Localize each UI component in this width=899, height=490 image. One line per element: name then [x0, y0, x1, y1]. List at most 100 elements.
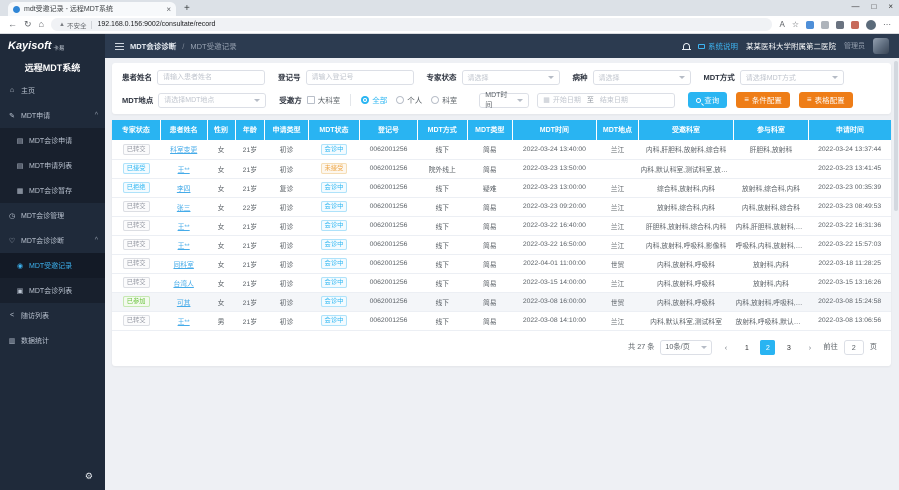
new-tab-button[interactable]: + [184, 3, 190, 14]
gear-icon[interactable]: ⚙ [84, 471, 93, 481]
column-header-reg_no: 登记号 [359, 120, 418, 140]
reg-no-input[interactable] [305, 70, 414, 85]
table-row: 已转交 台湾人女 21岁 初诊 会诊中 0062001256 线下 简易 2022-03-15 … [112, 273, 891, 293]
column-header-expert_status: 专家状态 [112, 120, 161, 140]
total-count: 共 27 条 [628, 342, 655, 351]
status-tag: 未接受 [320, 163, 348, 174]
browser-menu-icon[interactable]: ⋯ [883, 20, 891, 29]
extension-icon[interactable] [806, 20, 814, 29]
extension-icon[interactable] [821, 20, 829, 29]
page-size-select[interactable]: 10条/页 [660, 339, 713, 355]
table-row: 已参加 可其女 21岁 初诊 会诊中 0062001256 线下 简易 2022-03-08 1… [112, 292, 891, 312]
favorite-star-icon[interactable]: ☆ [791, 20, 799, 29]
bar-chart-icon: ▥ [8, 337, 16, 345]
disease-select[interactable]: 请选择 [592, 70, 691, 85]
patient-name-link[interactable]: 可其 [176, 299, 191, 307]
page-button-1[interactable]: 1 [744, 342, 749, 352]
next-page-button[interactable]: › [808, 342, 812, 352]
date-range-input[interactable]: ▦ 开始日期 至 结束日期 [537, 92, 676, 108]
security-warning[interactable]: ▲ 不安全 [58, 21, 87, 30]
sidebar-item-statistics[interactable]: ▥ 数据统计 [8, 337, 49, 345]
patient-name-link[interactable]: 王** [177, 166, 190, 174]
sidebar-item-mdt-apply-list[interactable]: ▤ MDT申请列表 [0, 153, 105, 178]
chevron-down-icon [254, 98, 261, 102]
help-icon [698, 43, 705, 49]
radio-personal[interactable]: 个人 [396, 95, 422, 106]
url-input[interactable]: ▲ 不安全 192.168.0.156:9002/consultate/reco… [50, 18, 773, 31]
status-tag: 会诊中 [320, 220, 348, 231]
status-tag: 已转交 [122, 239, 150, 250]
url-text: 192.168.0.156:9002/consultate/record [97, 21, 216, 28]
menu-fold-icon[interactable] [115, 42, 124, 50]
condition-config-button[interactable]: ≡ 条件配置 [736, 92, 790, 108]
window-minimize-button[interactable]: — [851, 2, 860, 11]
read-aloud-icon[interactable]: A [779, 20, 785, 29]
time-field-select[interactable]: MDT时间 [479, 92, 530, 109]
scrollbar-thumb[interactable] [894, 61, 898, 211]
patient-name-link[interactable]: 王** [177, 223, 190, 231]
filter-panel: 患者姓名 登记号 专家状态 请选择 [112, 63, 891, 114]
status-tag: 会诊中 [320, 239, 348, 250]
patient-name-input[interactable] [157, 70, 265, 85]
patient-name-link[interactable]: 王** [177, 318, 190, 326]
home-icon[interactable]: ⌂ [38, 19, 44, 29]
patient-name-link[interactable]: 王** [177, 242, 190, 250]
patient-name-link[interactable]: 科室变更 [170, 147, 198, 155]
reload-icon[interactable]: ↻ [24, 19, 32, 29]
chevron-down-icon [547, 76, 554, 79]
table-config-button[interactable]: ≡ 表格配置 [798, 92, 853, 108]
query-button[interactable]: 查询 [688, 92, 728, 108]
bell-icon[interactable] [682, 43, 691, 50]
sidebar-item-home[interactable]: ⌂ 主页 [9, 87, 35, 95]
chevron-down-icon [831, 76, 838, 79]
record-icon: ◉ [16, 262, 24, 270]
back-icon[interactable]: ← [8, 19, 17, 29]
page-button-3[interactable]: 3 [786, 342, 791, 352]
filter-lines-icon: ≡ [806, 95, 812, 104]
status-tag: 会诊中 [320, 182, 348, 193]
window-maximize-button[interactable]: □ [871, 2, 877, 11]
sidebar-item-followup-list[interactable]: < 随访列表 [9, 312, 49, 320]
expert-status-select[interactable]: 请选择 [461, 70, 560, 85]
system-help-link[interactable]: 系统说明 [698, 41, 738, 52]
big-dept-checkbox[interactable] [306, 96, 315, 104]
patient-name-link[interactable]: 张三 [176, 204, 191, 212]
browser-tab-bar: mdt受邀记录 - 远程MDT系统 × + — □ × [0, 0, 899, 16]
browser-tab[interactable]: mdt受邀记录 - 远程MDT系统 × [8, 2, 176, 16]
extension-icon[interactable] [836, 20, 844, 29]
prev-page-button[interactable]: ‹ [724, 342, 728, 352]
table-row: 已转交 王** 男 21岁 初诊 会诊中 0062001256 线下 简易 2022-03-08 … [112, 311, 891, 331]
goto-page-input[interactable] [843, 339, 864, 355]
heart-icon: ♡ [8, 237, 16, 245]
mdt-mode-select[interactable]: 请选择MDT方式 [739, 70, 844, 85]
clock-icon: ◷ [8, 212, 16, 220]
radio-dept[interactable]: 科室 [431, 95, 457, 106]
status-tag: 会诊中 [320, 258, 348, 269]
mdt-place-select[interactable]: 请选择MDT地点 [158, 92, 267, 108]
sidebar-item-mdt-apply-form[interactable]: ▤ MDT会诊申请 [0, 128, 105, 153]
sidebar-item-mdt-manage[interactable]: ◷ MDT会诊管理 [8, 212, 65, 220]
sidebar-item-mdt-draft[interactable]: ▦ MDT会诊暂存 [0, 178, 105, 203]
sidebar-item-mdt-diagnose[interactable]: ♡ MDT会诊诊断 ^ [8, 237, 98, 245]
page-button-2[interactable]: 2 [760, 339, 776, 355]
patient-name-link[interactable]: 李四 [176, 185, 191, 193]
hospital-name: 某某医科大学附属第二医院 [746, 41, 836, 51]
favicon-icon [13, 5, 20, 13]
window-close-button[interactable]: × [888, 2, 893, 11]
status-tag: 会诊中 [320, 277, 348, 288]
sidebar-item-mdt-apply[interactable]: ✎ MDT申请 ^ [9, 112, 98, 120]
status-tag: 会诊中 [320, 315, 348, 326]
extension-icon[interactable] [851, 20, 859, 29]
sidebar-item-mdt-list[interactable]: ▣ MDT会诊列表 [0, 278, 105, 303]
patient-name-link[interactable]: 同科室 [173, 261, 194, 269]
breadcrumb-separator: / [182, 41, 185, 51]
status-tag: 会诊中 [320, 296, 348, 307]
sidebar-item-mdt-invited[interactable]: ◉ MDT受邀记录 [0, 253, 105, 278]
radio-all[interactable]: 全部 [361, 95, 387, 106]
user-avatar[interactable] [873, 38, 889, 54]
tab-close-icon[interactable]: × [166, 4, 171, 14]
list-icon: ▣ [16, 287, 24, 295]
patient-name-link[interactable]: 台湾人 [173, 280, 194, 288]
pagination: 共 27 条 10条/页 ‹ 1 23 › 前往 页 [112, 331, 891, 364]
browser-profile-avatar[interactable] [866, 19, 876, 30]
